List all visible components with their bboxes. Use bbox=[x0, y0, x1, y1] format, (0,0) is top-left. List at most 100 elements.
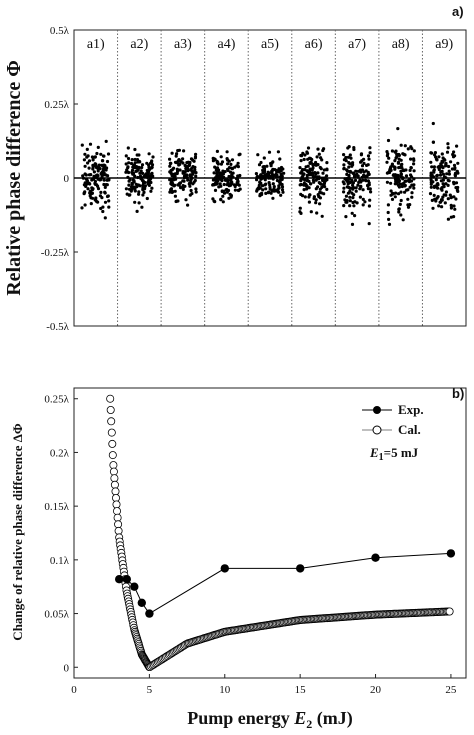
a-data-point bbox=[229, 183, 233, 187]
a-data-point bbox=[351, 171, 355, 175]
a-data-point bbox=[363, 200, 367, 204]
a-data-point bbox=[447, 169, 451, 173]
a-data-point bbox=[397, 185, 401, 189]
a-data-point bbox=[280, 185, 285, 189]
a-data-point bbox=[406, 147, 410, 151]
a-data-point bbox=[259, 160, 263, 165]
a-data-point bbox=[315, 163, 320, 167]
a-data-point bbox=[431, 206, 435, 210]
a-data-point bbox=[397, 179, 402, 183]
a-data-point bbox=[393, 182, 397, 186]
a-data-point bbox=[345, 179, 349, 183]
a-data-point bbox=[89, 202, 93, 206]
a-data-point bbox=[257, 183, 261, 187]
a-data-point bbox=[225, 183, 229, 187]
a-data-point bbox=[435, 158, 439, 162]
exp-point bbox=[145, 609, 154, 618]
a-data-point bbox=[321, 178, 325, 183]
a-data-point bbox=[96, 184, 100, 188]
a-data-point bbox=[446, 217, 450, 221]
a-data-point bbox=[223, 178, 227, 182]
a-data-point bbox=[98, 178, 102, 182]
a-data-point bbox=[314, 198, 318, 202]
a-data-point bbox=[351, 196, 355, 200]
a-data-point bbox=[267, 181, 271, 185]
a-data-point bbox=[308, 193, 312, 197]
a-data-point bbox=[352, 147, 356, 152]
a-data-point bbox=[432, 193, 436, 197]
a-data-point bbox=[192, 159, 196, 163]
a-data-point bbox=[168, 157, 172, 161]
a-data-point bbox=[455, 144, 459, 148]
a-data-point bbox=[176, 149, 180, 153]
a-data-point bbox=[272, 185, 276, 189]
legend-note-var: E bbox=[369, 445, 379, 460]
a-data-point bbox=[456, 185, 460, 190]
a-data-point bbox=[406, 205, 411, 209]
legend-exp-label: Exp. bbox=[398, 402, 424, 417]
a-data-point bbox=[399, 163, 403, 167]
a-data-point bbox=[396, 173, 400, 177]
a-data-point bbox=[320, 185, 324, 189]
a-data-point bbox=[280, 188, 285, 192]
a-data-point bbox=[406, 197, 410, 201]
cal-point bbox=[114, 520, 123, 529]
a-data-point bbox=[440, 205, 444, 209]
b-x-tick-label: 10 bbox=[219, 684, 231, 696]
a-data-point bbox=[133, 186, 137, 191]
a-data-point bbox=[456, 189, 460, 193]
a-data-point bbox=[368, 151, 372, 155]
a-data-point bbox=[342, 153, 346, 157]
a-data-point bbox=[268, 183, 272, 187]
a-data-point bbox=[131, 172, 135, 176]
a-data-point bbox=[449, 160, 453, 164]
cal-point bbox=[112, 493, 121, 502]
a-data-point bbox=[317, 195, 321, 199]
a-data-point bbox=[301, 151, 305, 155]
a-data-point bbox=[389, 181, 393, 185]
a-data-point bbox=[147, 174, 151, 178]
a-data-point bbox=[429, 160, 433, 164]
a-data-point bbox=[387, 222, 392, 226]
a-data-point bbox=[348, 199, 352, 203]
a-data-point bbox=[313, 171, 317, 175]
a-segment-label: a9) bbox=[435, 37, 453, 52]
a-data-point bbox=[80, 206, 84, 210]
a-data-point bbox=[266, 191, 270, 195]
a-data-point bbox=[403, 184, 407, 188]
a-data-point bbox=[236, 165, 240, 169]
a-data-point bbox=[298, 210, 302, 214]
a-data-point bbox=[446, 197, 450, 201]
a-data-point bbox=[102, 178, 106, 182]
a-data-point bbox=[133, 200, 137, 204]
a-data-point bbox=[299, 159, 303, 163]
a-data-point bbox=[101, 205, 105, 209]
a-data-point bbox=[430, 165, 434, 169]
a-data-point bbox=[221, 194, 225, 198]
a-data-point bbox=[141, 171, 145, 175]
a-data-point bbox=[265, 164, 269, 168]
a-data-point bbox=[315, 155, 319, 159]
cal-point bbox=[108, 439, 117, 448]
a-data-point bbox=[217, 185, 221, 189]
a-data-point bbox=[129, 189, 133, 193]
a-data-point bbox=[435, 196, 439, 200]
a-data-point bbox=[412, 149, 416, 153]
a-data-point bbox=[92, 170, 96, 174]
a-data-point bbox=[368, 198, 372, 202]
a-data-point bbox=[86, 161, 90, 165]
a-data-point bbox=[453, 166, 457, 170]
a-data-point bbox=[385, 150, 389, 154]
a-data-point bbox=[101, 209, 105, 214]
exp-line bbox=[119, 552, 451, 615]
a-data-point bbox=[385, 154, 389, 158]
a-data-point bbox=[143, 187, 147, 191]
a-data-point bbox=[387, 217, 391, 221]
a-data-point bbox=[149, 160, 154, 164]
a-data-point bbox=[351, 181, 355, 185]
a-data-point bbox=[230, 180, 234, 184]
a-data-point bbox=[170, 151, 174, 155]
x-label-main: Pump energy bbox=[187, 708, 294, 728]
a-data-point bbox=[82, 158, 86, 162]
a-data-point bbox=[403, 153, 407, 157]
